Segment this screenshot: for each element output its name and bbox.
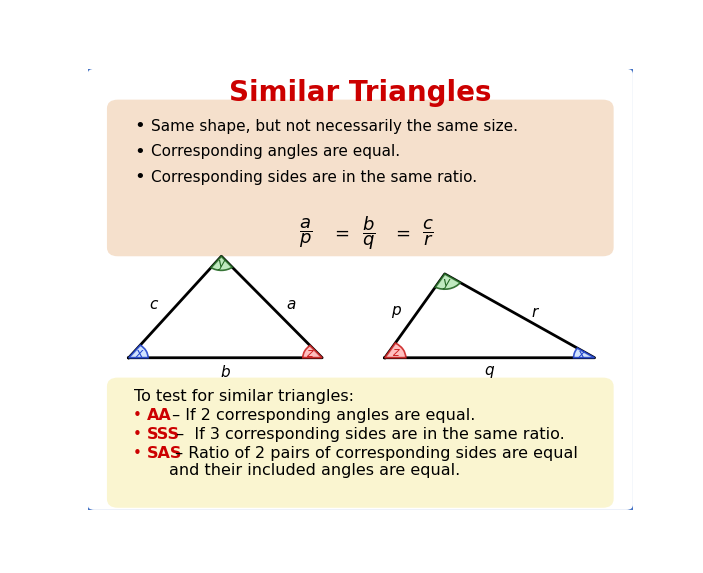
- Text: $\dfrac{b}{q}$: $\dfrac{b}{q}$: [362, 214, 375, 252]
- Text: Same shape, but not necessarily the same size.: Same shape, but not necessarily the same…: [150, 119, 517, 134]
- Text: $\it{p}$: $\it{p}$: [392, 304, 402, 320]
- FancyBboxPatch shape: [86, 68, 634, 511]
- Text: $\it{z}$: $\it{z}$: [392, 346, 401, 359]
- Text: – If 2 corresponding angles are equal.: – If 2 corresponding angles are equal.: [167, 407, 475, 423]
- Text: •: •: [134, 168, 145, 186]
- Text: •: •: [132, 427, 141, 442]
- Wedge shape: [574, 348, 595, 358]
- Wedge shape: [385, 343, 406, 358]
- Text: $\it{b}$: $\it{b}$: [220, 364, 231, 380]
- Text: To test for similar triangles:: To test for similar triangles:: [134, 388, 354, 403]
- Text: $\it{r}$: $\it{r}$: [531, 305, 541, 320]
- Text: $\it{y}$: $\it{y}$: [442, 277, 452, 291]
- Wedge shape: [435, 274, 460, 289]
- Text: $\it{q}$: $\it{q}$: [484, 364, 495, 380]
- Text: •: •: [134, 117, 145, 135]
- Text: $\it{y}$: $\it{y}$: [217, 258, 226, 272]
- Text: Similar Triangles: Similar Triangles: [229, 79, 491, 107]
- Text: •: •: [132, 407, 141, 423]
- Text: $=$: $=$: [331, 224, 349, 242]
- Text: $=$: $=$: [392, 224, 411, 242]
- Text: –  If 3 corresponding sides are in the same ratio.: – If 3 corresponding sides are in the sa…: [172, 427, 565, 442]
- Text: AA: AA: [147, 407, 172, 423]
- Text: $\dfrac{c}{r}$: $\dfrac{c}{r}$: [423, 218, 434, 248]
- Text: SSS: SSS: [147, 427, 180, 442]
- Text: $\it{x}$: $\it{x}$: [135, 347, 145, 360]
- Text: SAS: SAS: [147, 446, 182, 461]
- Text: $\dfrac{a}{p}$: $\dfrac{a}{p}$: [299, 216, 313, 250]
- Text: – Ratio of 2 pairs of corresponding sides are equal: – Ratio of 2 pairs of corresponding side…: [170, 446, 578, 461]
- Text: $\it{a}$: $\it{a}$: [286, 297, 297, 312]
- Text: $\it{c}$: $\it{c}$: [149, 297, 160, 312]
- Text: $\it{z}$: $\it{z}$: [307, 347, 315, 360]
- Text: •: •: [132, 446, 141, 461]
- FancyBboxPatch shape: [107, 378, 614, 508]
- Text: $\it{x}$: $\it{x}$: [576, 348, 586, 361]
- Wedge shape: [303, 346, 322, 358]
- FancyBboxPatch shape: [107, 100, 614, 256]
- Text: Corresponding sides are in the same ratio.: Corresponding sides are in the same rati…: [150, 170, 477, 185]
- Text: and their included angles are equal.: and their included angles are equal.: [169, 463, 460, 478]
- Text: Corresponding angles are equal.: Corresponding angles are equal.: [150, 144, 399, 159]
- Text: •: •: [134, 143, 145, 160]
- Wedge shape: [129, 345, 148, 358]
- Wedge shape: [211, 256, 232, 270]
